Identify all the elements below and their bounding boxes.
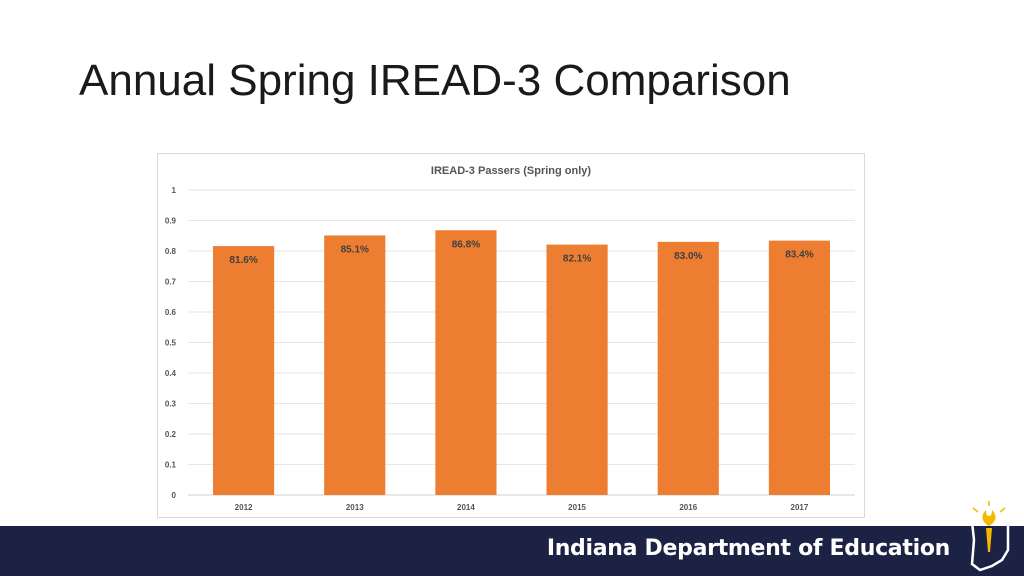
data-labels: 81.6% 85.1% 86.8% 82.1% 83.0% 83.4% — [229, 239, 813, 266]
bars — [213, 230, 830, 495]
state-outline — [968, 502, 1010, 572]
bar-2012 — [213, 246, 275, 495]
x-tick-label: 2014 — [457, 503, 475, 512]
x-tick-label: 2015 — [568, 503, 586, 512]
y-tick-label: 0.7 — [165, 278, 177, 287]
y-tick-label: 0.5 — [165, 339, 177, 348]
bar-2017 — [768, 240, 830, 495]
y-tick-label: 0.6 — [165, 308, 177, 317]
data-label: 82.1% — [563, 254, 591, 265]
data-label: 81.6% — [229, 255, 257, 266]
bar-2013 — [324, 235, 386, 495]
x-tick-label: 2016 — [679, 503, 697, 512]
y-tick-label: 0 — [172, 491, 177, 500]
torch-handle — [986, 528, 992, 552]
x-tick-label: 2012 — [235, 503, 253, 512]
y-tick-label: 0.4 — [165, 369, 177, 378]
torch-flame — [982, 510, 996, 526]
torch-rays — [972, 501, 1006, 513]
bar-chart: IREAD-3 Passers (Spring only) 0 0.1 0.2 0.3… — [165, 165, 855, 512]
gridlines — [188, 189, 855, 496]
y-tick-label: 0.3 — [165, 400, 177, 409]
y-tick-label: 0.8 — [165, 247, 177, 256]
bar-2014 — [435, 230, 497, 495]
slide-title: Annual Spring IREAD-3 Comparison — [79, 56, 791, 105]
x-tick-label: 2013 — [346, 503, 364, 512]
x-tick-label: 2017 — [791, 503, 809, 512]
indiana-torch-logo-icon — [968, 501, 1010, 572]
y-tick-label: 0.2 — [165, 430, 177, 439]
data-label: 85.1% — [341, 244, 369, 255]
bar-2015 — [546, 244, 608, 495]
bar-2016 — [657, 241, 719, 495]
y-tick-label: 1 — [172, 186, 177, 195]
footer-bar — [0, 526, 1024, 576]
data-label: 83.4% — [785, 250, 813, 261]
y-tick-label: 0.1 — [165, 461, 177, 470]
y-axis-ticks: 0 0.1 0.2 0.3 0.4 0.5 0.6 0.7 0.8 0.9 1 — [165, 186, 177, 500]
data-label: 83.0% — [674, 251, 702, 262]
footer-organization-name: Indiana Department of Education — [546, 536, 950, 561]
data-label: 86.8% — [452, 239, 480, 250]
chart-title: IREAD-3 Passers (Spring only) — [431, 165, 591, 177]
chart-container: IREAD-3 Passers (Spring only) 0 0.1 0.2 0.3… — [157, 153, 865, 518]
y-tick-label: 0.9 — [165, 217, 177, 226]
x-axis-ticks: 2012 2013 2014 2015 2016 2017 — [235, 503, 809, 512]
